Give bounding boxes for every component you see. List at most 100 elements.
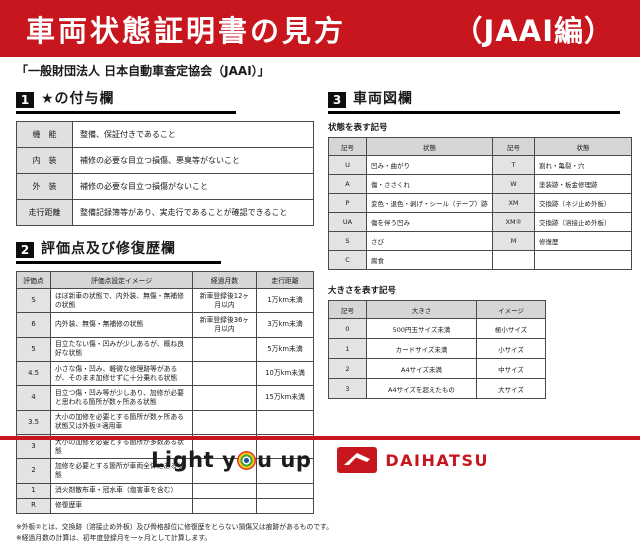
table-cell bbox=[192, 336, 257, 363]
table-cell: A4サイズを超えたもの bbox=[366, 378, 477, 399]
table-header-row: 記号 大きさ イメージ bbox=[328, 300, 546, 319]
table-row: C 腐食 bbox=[328, 250, 632, 270]
column-header: 経過月数 bbox=[192, 271, 257, 289]
table-cell bbox=[256, 482, 314, 499]
right-column: 3 車両図欄 状態を表す記号 記号 状態 記号 状態 U 凹み・曲がり T 割れ・亀裂・穴 A 傷… bbox=[328, 84, 632, 514]
daihatsu-d-mark-icon bbox=[337, 447, 378, 473]
table-cell: 傷を伴う凹み bbox=[366, 212, 493, 232]
table-cell: 傷・ささくれ bbox=[366, 174, 493, 194]
page-title-edition: （JAAI編） bbox=[453, 13, 614, 48]
section3-header: 3 車両図欄 bbox=[328, 88, 620, 114]
table-row: 走行距離 整備記録簿等があり、実走行であることが確認できること bbox=[16, 199, 314, 226]
table-cell bbox=[192, 385, 257, 411]
table-cell: 小さな傷・凹み、軽微な修理跡等があるが、そのまま加修せずに十分乗れる状態 bbox=[50, 361, 193, 387]
table-cell: 1万km未満 bbox=[256, 287, 314, 314]
table-cell: 修復歴 bbox=[534, 231, 632, 251]
table-cell: 内 装 bbox=[16, 147, 73, 174]
table-cell: XM② bbox=[492, 212, 535, 232]
table-row: P 変色・退色・剥げ・シール（テープ）跡 XM 交換跡（ネジ止め外板） bbox=[328, 193, 632, 213]
table-header-row: 評価点 評価点設定イメージ 経過月数 走行距離 bbox=[16, 271, 314, 289]
section3-number-badge: 3 bbox=[328, 92, 346, 108]
table-row: R 修復歴車 bbox=[16, 497, 314, 515]
table-cell: 3.5 bbox=[16, 409, 51, 436]
table-cell: さび bbox=[366, 231, 493, 251]
table-cell: 4 bbox=[16, 385, 51, 411]
table-cell: 0 bbox=[328, 318, 367, 339]
table-cell bbox=[256, 409, 314, 436]
table-cell: 小サイズ bbox=[476, 338, 546, 359]
target-circle-icon bbox=[237, 450, 257, 470]
table-row: 4.5 小さな傷・凹み、軽微な修理跡等があるが、そのまま加修せずに十分乗れる状態 1… bbox=[16, 361, 314, 387]
table-row: 2 A4サイズ未満 中サイズ bbox=[328, 358, 546, 379]
table-row: 1 消火剤散布車・冠水車（塩害車を含む） bbox=[16, 482, 314, 499]
table-row: 3 A4サイズを超えたもの 大サイズ bbox=[328, 378, 546, 399]
size-symbol-table: 記号 大きさ イメージ 0 500円玉サイズ未満 極小サイズ 1 カードサイズ未満 小サイズ 2 A… bbox=[328, 300, 546, 399]
section1-header: 1 ★の付与欄 bbox=[16, 88, 236, 114]
table-cell: M bbox=[492, 231, 535, 251]
table-cell: UA bbox=[328, 212, 367, 232]
table-cell: 整備記録簿等があり、実走行であることが確認できること bbox=[72, 199, 314, 226]
footnote-line: ※外板②とは、交換跡（溶接止め外板）及び骨格部位に修復歴をとらない損傷又は痕跡が… bbox=[16, 523, 333, 532]
table-cell: 大小の加修を必要とする箇所が数ヶ所ある状態又は外板②適用車 bbox=[50, 409, 193, 436]
table-cell: U bbox=[328, 155, 367, 175]
table-cell: 補修の必要な目立つ損傷がないこと bbox=[72, 173, 314, 200]
section2-header: 2 評価点及び修復歴欄 bbox=[16, 238, 221, 264]
table-cell bbox=[192, 497, 257, 515]
section2-number-badge: 2 bbox=[16, 242, 34, 258]
table-cell: 1 bbox=[328, 338, 367, 359]
table-cell bbox=[192, 361, 257, 387]
table-cell: 塗装跡・板金修理跡 bbox=[534, 174, 632, 194]
table-cell: W bbox=[492, 174, 535, 194]
section3-title: 車両図欄 bbox=[353, 91, 413, 107]
table-cell: 外 装 bbox=[16, 173, 73, 200]
table-row: S ほぼ新車の状態で、内外装、無傷・無補修の状態 新車登録後12ヶ月以内 1万km未満 bbox=[16, 287, 314, 314]
column-header: 評価点設定イメージ bbox=[50, 271, 193, 289]
section1-title: ★の付与欄 bbox=[41, 91, 115, 107]
table-cell: T bbox=[492, 155, 535, 175]
table-cell bbox=[492, 250, 535, 270]
slogan-text-right: u up bbox=[257, 448, 312, 472]
table-row: A 傷・ささくれ W 塗装跡・板金修理跡 bbox=[328, 174, 632, 194]
footnotes: ※外板②とは、交換跡（溶接止め外板）及び骨格部位に修復歴をとらない損傷又は痕跡が… bbox=[16, 522, 640, 544]
table-cell: 10万km未満 bbox=[256, 361, 314, 387]
section2-title: 評価点及び修復歴欄 bbox=[41, 241, 176, 257]
column-header: 記号 bbox=[492, 137, 535, 156]
column-header: イメージ bbox=[476, 300, 546, 319]
table-cell: 補修の必要な目立つ損傷、悪臭等がないこと bbox=[72, 147, 314, 174]
daihatsu-wordmark: DAIHATSU bbox=[385, 450, 489, 470]
table-cell: R bbox=[16, 497, 51, 515]
slogan-text-left: Light y bbox=[151, 448, 237, 472]
table-cell: 500円玉サイズ未満 bbox=[366, 318, 477, 339]
table-row: 6 内外装、無傷・無補修の状態 新車登録後36ヶ月以内 3万km未満 bbox=[16, 312, 314, 338]
column-header: 走行距離 bbox=[256, 271, 314, 289]
column-header: 評価点 bbox=[16, 271, 51, 289]
table-row: U 凹み・曲がり T 割れ・亀裂・穴 bbox=[328, 155, 632, 175]
table-row: 外 装補修の必要な目立つ損傷がないこと bbox=[16, 173, 314, 200]
table-cell bbox=[256, 497, 314, 515]
red-divider bbox=[0, 436, 640, 440]
table-cell: 15万km未満 bbox=[256, 385, 314, 411]
table-cell: XM bbox=[492, 193, 535, 213]
table-cell: 交換跡（ネジ止め外板） bbox=[534, 193, 632, 213]
table-cell: 大サイズ bbox=[476, 378, 546, 399]
table-row: 0 500円玉サイズ未満 極小サイズ bbox=[328, 318, 546, 339]
table-cell bbox=[192, 409, 257, 436]
issuer-subtitle: 「一般財団法人 日本自動車査定協会（JAAI）」 bbox=[16, 64, 270, 78]
column-header: 状態 bbox=[534, 137, 632, 156]
table-cell: 変色・退色・剥げ・シール（テープ）跡 bbox=[366, 193, 493, 213]
table-cell: A bbox=[328, 174, 367, 194]
page-banner: 車両状態証明書の見方 （JAAI編） bbox=[0, 0, 640, 57]
table-row: 5 目立たない傷・凹みが少しあるが、概ね良好な状態 5万km未満 bbox=[16, 336, 314, 363]
table-cell: 整備、保証付きであること bbox=[72, 121, 314, 148]
table-cell: カードサイズ未満 bbox=[366, 338, 477, 359]
table-cell: 3万km未満 bbox=[256, 312, 314, 338]
page-title: 車両状態証明書の見方 bbox=[26, 13, 347, 48]
table-cell: 凹み・曲がり bbox=[366, 155, 493, 175]
table-cell: 機 能 bbox=[16, 121, 73, 148]
table-cell: A4サイズ未満 bbox=[366, 358, 477, 379]
table-cell: 走行距離 bbox=[16, 199, 73, 226]
column-header: 状態 bbox=[366, 137, 493, 156]
table-cell: 5 bbox=[16, 336, 51, 363]
table-cell: 3 bbox=[328, 378, 367, 399]
table-row: 1 カードサイズ未満 小サイズ bbox=[328, 338, 546, 359]
